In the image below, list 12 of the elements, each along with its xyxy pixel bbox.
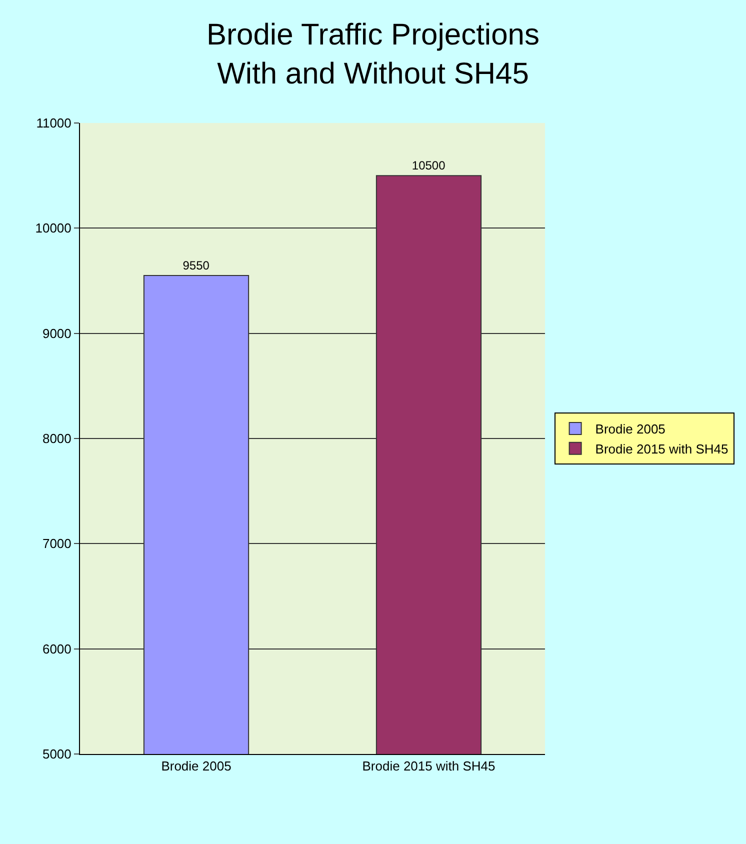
- y-tick-label: 5000: [42, 746, 72, 762]
- data-label: 9550: [182, 258, 210, 272]
- legend-label: Brodie 2015 with SH45: [595, 441, 728, 456]
- data-label: 10500: [412, 158, 446, 173]
- chart-title: Brodie Traffic Projections With and Without SH45: [206, 18, 540, 90]
- legend-label: Brodie 2005: [595, 422, 666, 437]
- y-tick-label: 6000: [42, 641, 72, 656]
- y-tick-label: 11000: [36, 116, 72, 131]
- y-tick-label: 9000: [42, 326, 72, 341]
- y-tick-label: 10000: [35, 220, 72, 236]
- y-tick-label: 7000: [42, 536, 72, 552]
- y-tick-label: 8000: [42, 431, 72, 446]
